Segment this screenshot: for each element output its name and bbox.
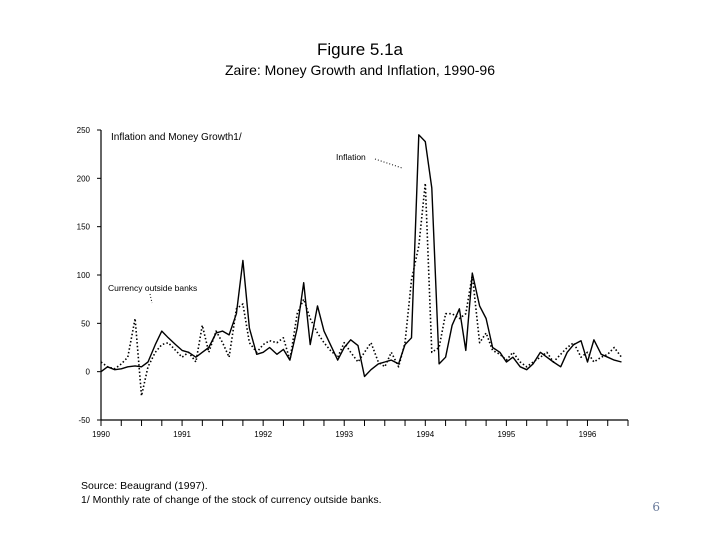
currency-line [100,134,622,378]
y-tick-label: 100 [77,271,91,280]
x-tick-label: 1995 [497,430,515,439]
x-tick-label: 1990 [92,430,110,439]
source-note: Source: Beaugrand (1997). [81,480,208,492]
figure-label: Figure 5.1a [317,40,403,59]
y-tick-label: -50 [78,416,90,425]
x-tick-label: 1992 [254,430,272,439]
annotation-inflation: Inflation [336,152,366,162]
y-tick-label: 0 [86,368,91,377]
y-tick-label: 50 [81,319,90,328]
y-tick-label: 250 [77,126,91,135]
annotation-inflation-leader [374,158,403,169]
annotation-currency: Currency outside banks [108,283,197,293]
x-tick-label: 1993 [335,430,353,439]
y-tick-label: 200 [77,174,91,183]
x-tick-label: 1991 [173,430,191,439]
inflation-line [100,182,623,397]
x-tick-label: 1994 [416,430,434,439]
y-tick-label: 150 [77,223,91,232]
annotation-currency-leader [149,293,153,304]
page-number: 6 [652,500,660,514]
chart-subtitle: Zaire: Money Growth and Inflation, 1990-… [224,62,496,78]
x-tick-label: 1996 [579,430,597,439]
chart-title: Inflation and Money Growth1/ [111,132,242,143]
footnote: 1/ Monthly rate of change of the stock o… [81,494,382,506]
